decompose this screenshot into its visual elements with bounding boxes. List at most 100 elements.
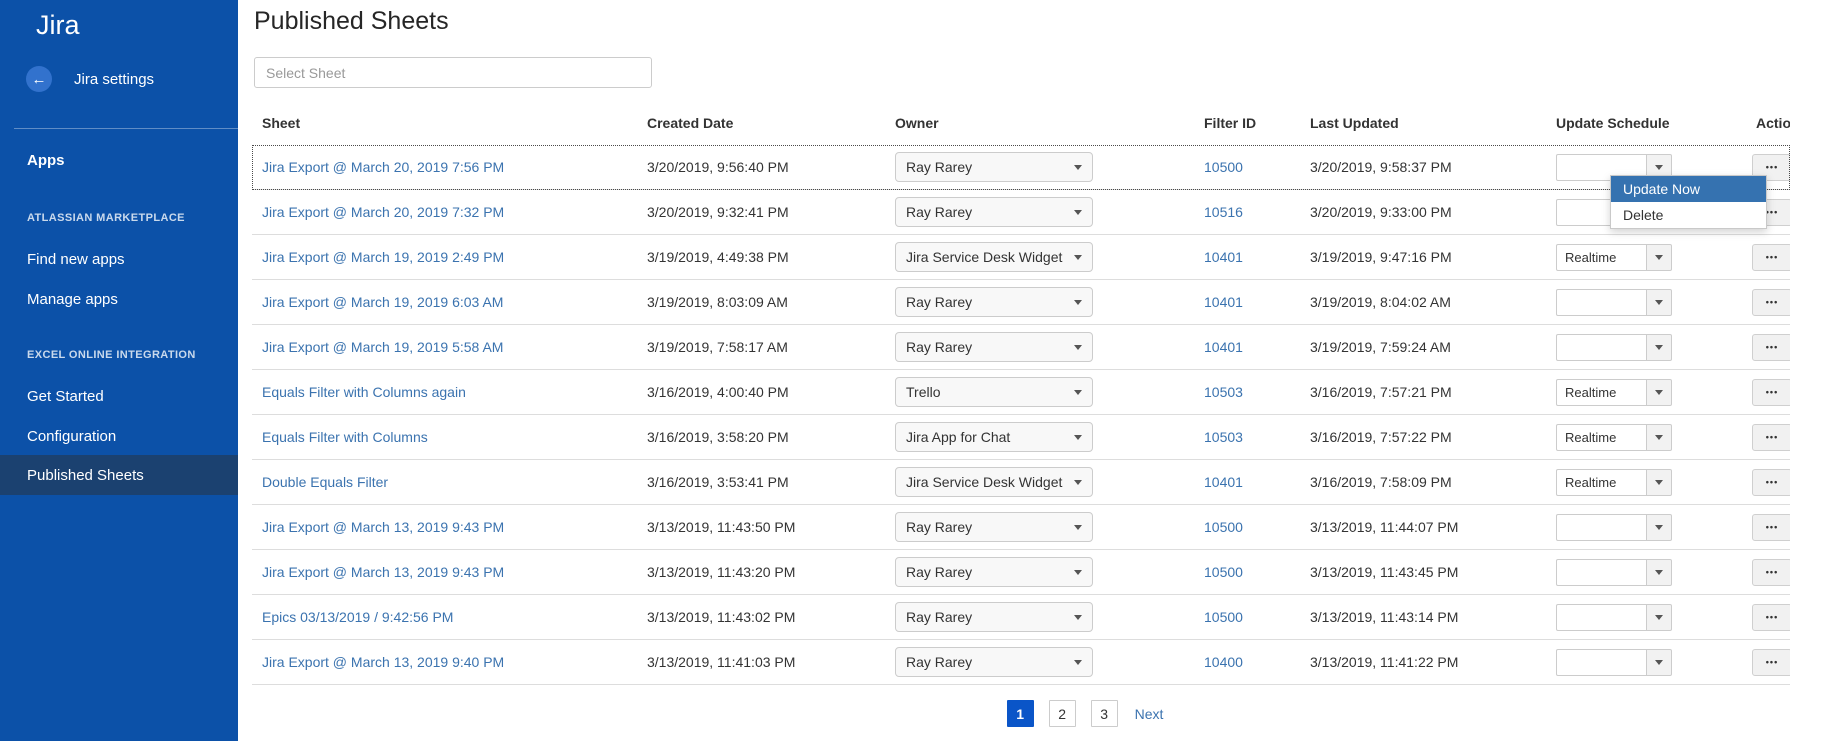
schedule-dropdown-button[interactable] [1646,558,1672,586]
update-schedule-select[interactable] [1556,648,1746,676]
sidebar-item-published-sheets[interactable]: Published Sheets [0,455,238,495]
schedule-dropdown-button[interactable] [1646,243,1672,271]
owner-dropdown[interactable]: Trello [895,377,1093,407]
update-schedule-select[interactable] [1556,603,1746,631]
chevron-down-icon [1655,254,1663,260]
filter-id-link[interactable]: 10516 [1204,204,1243,220]
schedule-dropdown-button[interactable] [1646,333,1672,361]
sheet-link[interactable]: Jira Export @ March 20, 2019 7:56 PM [262,159,505,175]
filter-id-link[interactable]: 10400 [1204,654,1243,670]
sheet-link[interactable]: Jira Export @ March 13, 2019 9:40 PM [262,654,505,670]
sidebar-item-label: Configuration [27,427,117,445]
owner-value: Ray Rarey [906,654,973,670]
update-schedule-select[interactable] [1556,333,1746,361]
schedule-dropdown-button[interactable] [1646,468,1672,496]
update-schedule-select[interactable] [1556,513,1746,541]
table-header-row: Sheet Created Date Owner Filter ID Last … [252,100,1790,145]
row-actions-button[interactable]: ••• [1752,423,1790,451]
sheet-link[interactable]: Jira Export @ March 19, 2019 5:58 AM [262,339,504,355]
owner-dropdown[interactable]: Ray Rarey [895,557,1093,587]
table-row: Jira Export @ March 20, 2019 7:56 PM 3/2… [252,145,1790,190]
owner-dropdown[interactable]: Ray Rarey [895,647,1093,677]
owner-dropdown[interactable]: Jira Service Desk Widget [895,242,1093,272]
update-schedule-select[interactable]: Realtime [1556,378,1746,406]
owner-dropdown[interactable]: Ray Rarey [895,602,1093,632]
owner-dropdown[interactable]: Ray Rarey [895,197,1093,227]
page-button-3[interactable]: 3 [1090,700,1118,727]
owner-dropdown[interactable]: Ray Rarey [895,332,1093,362]
last-updated-cell: 3/20/2019, 9:58:37 PM [1310,159,1452,175]
sidebar-item-configuration[interactable]: Configuration [0,416,238,456]
menu-item-update-now[interactable]: Update Now [1611,176,1766,202]
schedule-dropdown-button[interactable] [1646,513,1672,541]
schedule-value: Realtime [1556,423,1647,451]
column-header-owner: Owner [895,114,939,131]
sidebar-section-marketplace: ATLASSIAN MARKETPLACE [27,212,185,224]
menu-item-delete[interactable]: Delete [1623,207,1664,223]
schedule-dropdown-button[interactable] [1646,423,1672,451]
page-button-1[interactable]: 1 [1006,700,1034,727]
select-sheet-input[interactable] [254,57,652,88]
sidebar-item-manage-apps[interactable]: Manage apps [0,279,238,319]
schedule-value: Realtime [1556,378,1647,406]
row-actions-button[interactable]: ••• [1752,513,1790,541]
update-schedule-select[interactable]: Realtime [1556,423,1746,451]
sheet-link[interactable]: Epics 03/13/2019 / 9:42:56 PM [262,609,454,625]
schedule-dropdown-button[interactable] [1646,288,1672,316]
table-row: Equals Filter with Columns 3/16/2019, 3:… [252,415,1790,460]
row-actions-button[interactable]: ••• [1752,648,1790,676]
update-schedule-select[interactable]: Realtime [1556,468,1746,496]
table-row: Equals Filter with Columns again 3/16/20… [252,370,1790,415]
row-actions-button[interactable]: ••• [1752,468,1790,496]
sheet-link[interactable]: Jira Export @ March 20, 2019 7:32 PM [262,204,505,220]
row-actions-button[interactable]: ••• [1752,333,1790,361]
filter-id-link[interactable]: 10500 [1204,564,1243,580]
sheet-link[interactable]: Double Equals Filter [262,474,389,490]
page-button-2[interactable]: 2 [1048,700,1076,727]
created-date-cell: 3/20/2019, 9:32:41 PM [647,204,789,220]
schedule-dropdown-button[interactable] [1646,378,1672,406]
sidebar-item-get-started[interactable]: Get Started [0,376,238,416]
chevron-down-icon [1074,614,1082,620]
sheet-link[interactable]: Jira Export @ March 13, 2019 9:43 PM [262,564,505,580]
owner-dropdown[interactable]: Ray Rarey [895,287,1093,317]
sheet-link[interactable]: Jira Export @ March 13, 2019 9:43 PM [262,519,505,535]
table-row: Jira Export @ March 19, 2019 2:49 PM 3/1… [252,235,1790,280]
filter-id-link[interactable]: 10500 [1204,609,1243,625]
owner-dropdown[interactable]: Ray Rarey [895,152,1093,182]
sheet-link[interactable]: Jira Export @ March 19, 2019 6:03 AM [262,294,504,310]
owner-value: Jira Service Desk Widget [906,474,1063,490]
row-actions-button[interactable]: ••• [1752,603,1790,631]
update-schedule-select[interactable] [1556,558,1746,586]
schedule-value [1556,603,1647,631]
sheet-link[interactable]: Equals Filter with Columns again [262,384,466,400]
update-schedule-select[interactable] [1556,288,1746,316]
filter-id-link[interactable]: 10500 [1204,519,1243,535]
table-row: Jira Export @ March 19, 2019 5:58 AM 3/1… [252,325,1790,370]
schedule-dropdown-button[interactable] [1646,648,1672,676]
filter-id-link[interactable]: 10401 [1204,249,1243,265]
pagination-next-link[interactable]: Next [1134,705,1164,722]
sheet-link[interactable]: Equals Filter with Columns [262,429,428,445]
back-to-jira-settings[interactable]: ← Jira settings [26,66,154,92]
sidebar-item-find-new-apps[interactable]: Find new apps [0,239,238,279]
sidebar-item-apps[interactable]: Apps [27,152,65,169]
owner-dropdown[interactable]: Jira App for Chat [895,422,1093,452]
owner-dropdown[interactable]: Jira Service Desk Widget [895,467,1093,497]
row-actions-button[interactable]: ••• [1752,558,1790,586]
filter-id-link[interactable]: 10503 [1204,429,1243,445]
filter-id-link[interactable]: 10401 [1204,339,1243,355]
schedule-dropdown-button[interactable] [1646,603,1672,631]
filter-id-link[interactable]: 10503 [1204,384,1243,400]
filter-id-link[interactable]: 10401 [1204,294,1243,310]
row-actions-button[interactable]: ••• [1752,243,1790,271]
owner-dropdown[interactable]: Ray Rarey [895,512,1093,542]
chevron-down-icon [1655,569,1663,575]
filter-id-link[interactable]: 10500 [1204,159,1243,175]
filter-id-link[interactable]: 10401 [1204,474,1243,490]
update-schedule-select[interactable]: Realtime [1556,243,1746,271]
row-actions-button[interactable]: ••• [1752,378,1790,406]
row-actions-button[interactable]: ••• [1752,288,1790,316]
column-header-last-updated: Last Updated [1310,114,1399,131]
sheet-link[interactable]: Jira Export @ March 19, 2019 2:49 PM [262,249,505,265]
